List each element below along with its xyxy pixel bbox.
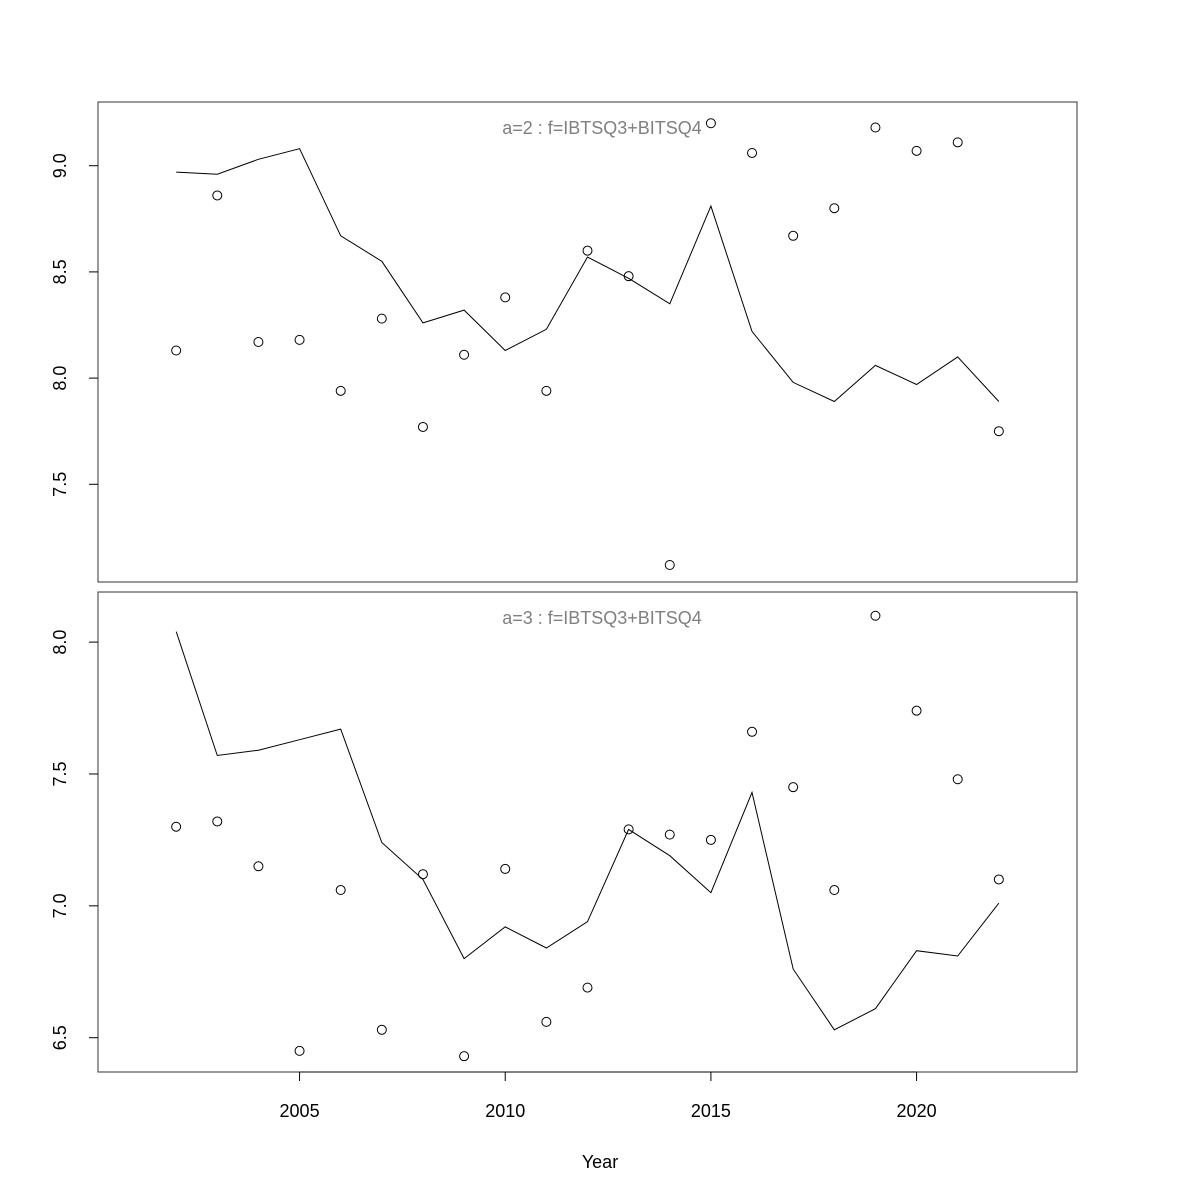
y-tick-label: 6.5 xyxy=(50,1025,70,1050)
observed-point xyxy=(911,145,922,156)
observed-point xyxy=(376,1024,387,1035)
y-tick-label: 8.0 xyxy=(50,366,70,391)
observed-point xyxy=(788,782,799,793)
observed-point xyxy=(335,385,346,396)
observed-point xyxy=(212,816,223,827)
y-tick-label: 9.0 xyxy=(50,153,70,178)
observed-point xyxy=(829,885,840,896)
observed-point xyxy=(417,421,428,432)
x-tick-label: 2010 xyxy=(485,1101,525,1121)
observed-point xyxy=(747,147,758,158)
panel-title: a=2 : f=IBTSQ3+BITSQ4 xyxy=(502,118,702,138)
plot-frame xyxy=(97,101,1078,583)
panel-age-3: a=3 : f=IBTSQ3+BITSQ4 6.5 7.0 7.5 8.0 xyxy=(50,591,1078,1073)
y-tick-label: 7.5 xyxy=(50,472,70,497)
observed-point xyxy=(829,203,840,214)
observed-point xyxy=(952,137,963,148)
plot-frame xyxy=(97,591,1078,1073)
fitted-line xyxy=(176,148,1000,403)
observed-point xyxy=(417,869,428,880)
y-tick-label: 7.5 xyxy=(50,761,70,786)
observed-point xyxy=(705,118,716,129)
observed-point xyxy=(541,385,552,396)
observed-point xyxy=(294,334,305,345)
y-tick-label: 7.0 xyxy=(50,893,70,918)
observed-point xyxy=(253,861,264,872)
observed-point xyxy=(993,874,1004,885)
fitted-line xyxy=(175,631,1000,1031)
observed-point xyxy=(582,245,593,256)
observed-point xyxy=(705,834,716,845)
observed-point xyxy=(911,705,922,716)
observed-point xyxy=(582,982,593,993)
observed-point xyxy=(335,885,346,896)
observed-point xyxy=(623,271,634,282)
observed-point xyxy=(212,190,223,201)
observed-point xyxy=(459,349,470,360)
observed-point xyxy=(952,774,963,785)
observed-point xyxy=(376,313,387,324)
observed-point xyxy=(171,345,182,356)
observed-point xyxy=(747,726,758,737)
observed-point xyxy=(541,1016,552,1027)
observed-point xyxy=(788,230,799,241)
observed-point xyxy=(459,1051,470,1062)
observed-point xyxy=(664,829,675,840)
x-axis: 2005 2010 2015 2020 xyxy=(280,1071,937,1121)
observed-point xyxy=(623,824,634,835)
x-tick-label: 2005 xyxy=(280,1101,320,1121)
observed-point xyxy=(993,426,1004,437)
x-axis-label: Year xyxy=(582,1152,618,1172)
y-tick-label: 8.0 xyxy=(50,630,70,655)
panel-age-2: a=2 : f=IBTSQ3+BITSQ4 7.5 8.0 8.5 9.0 xyxy=(50,101,1078,583)
observed-point xyxy=(500,292,511,303)
y-tick-label: 8.5 xyxy=(50,259,70,284)
observed-point xyxy=(664,560,675,571)
panel-title: a=3 : f=IBTSQ3+BITSQ4 xyxy=(502,608,702,628)
observed-point xyxy=(253,337,264,347)
observed-point xyxy=(500,863,511,874)
x-tick-label: 2015 xyxy=(691,1101,731,1121)
observed-point xyxy=(294,1045,305,1056)
observed-point xyxy=(870,610,881,621)
observed-point xyxy=(171,821,182,832)
x-tick-label: 2020 xyxy=(897,1101,937,1121)
observed-point xyxy=(870,122,881,133)
